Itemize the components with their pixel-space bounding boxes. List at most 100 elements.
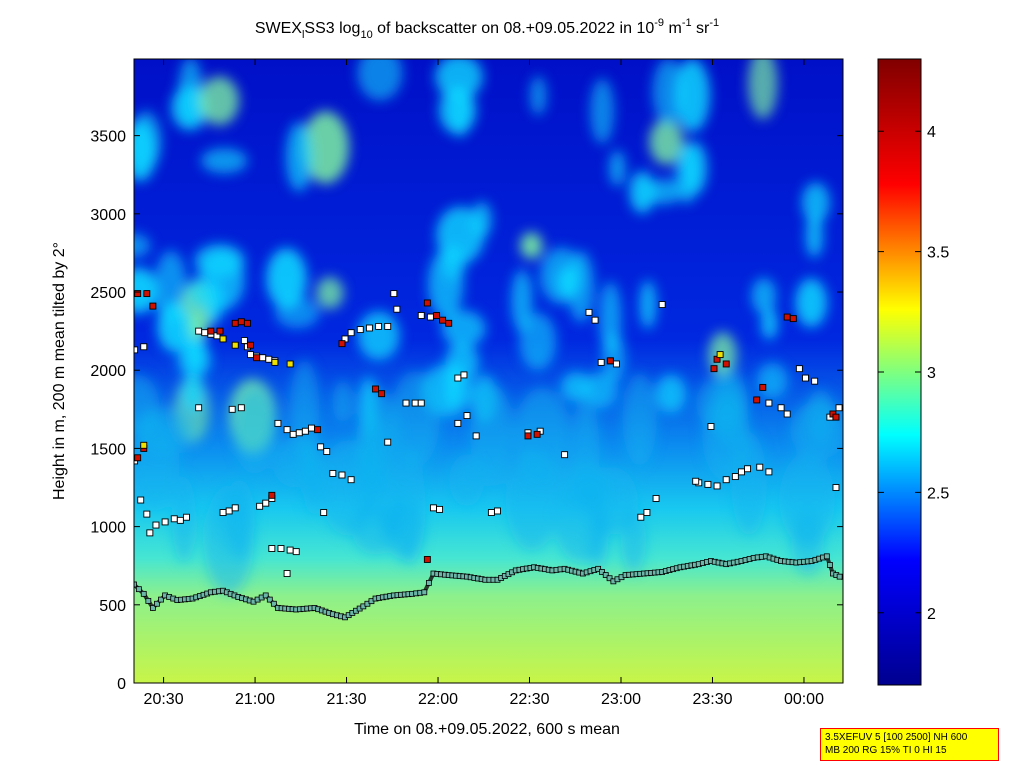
boundary-layer-marker <box>150 605 156 611</box>
boundary-layer-marker <box>158 596 164 603</box>
y-axis-label: Height in m, 200 m mean tilted by 2° <box>51 242 68 500</box>
cloud-return-marker-white <box>494 507 501 515</box>
cloud-return-marker-yellow <box>231 341 239 349</box>
cloud-return-marker-white <box>161 518 169 526</box>
cloud-patch <box>583 372 618 409</box>
y-tick-label: 2000 <box>90 363 126 380</box>
cloud-return-marker-white <box>436 505 444 513</box>
boundary-layer-marker <box>826 562 833 568</box>
cloud-return-marker-white <box>295 429 303 437</box>
cloud-return-marker-red <box>524 432 532 440</box>
cloud-patch <box>655 374 686 413</box>
info-line-2: MB 200 RG 15% TI 0 HI 15 <box>825 745 947 756</box>
cloud-return-marker-white <box>195 327 203 335</box>
boundary-layer-band <box>134 553 843 621</box>
cloud-return-marker-white <box>283 570 291 577</box>
cloud-patch <box>751 277 777 315</box>
cloud-return-marker-white <box>137 496 145 504</box>
cloud-return-marker-red <box>759 383 767 391</box>
aerosol-patch <box>571 398 600 502</box>
cloud-return-marker-red <box>378 390 386 398</box>
cloud-return-marker-white <box>301 427 309 435</box>
cloud-return-marker-white <box>487 509 495 516</box>
boundary-layer-marker <box>266 596 273 603</box>
cloud-return-marker-white <box>225 507 233 515</box>
cloud-return-marker-red <box>149 302 157 310</box>
cloud-return-marker-white <box>393 305 401 313</box>
cloud-return-marker-white <box>176 516 184 524</box>
cloud-return-marker-white <box>356 326 364 334</box>
boundary-layer-marker <box>602 572 609 578</box>
cloud-return-marker-white <box>289 430 297 438</box>
x-tick-label: 23:30 <box>692 691 732 708</box>
cloud-return-marker-white <box>347 329 355 337</box>
colorbar-tick-label: 4 <box>927 124 936 141</box>
cloud-return-marker-white <box>765 399 773 407</box>
cloud-return-marker-white <box>658 301 666 308</box>
x-axis: 20:30 21:00 21:30 22:00 22:30 23:00 23:30 00:00 <box>144 59 824 708</box>
aerosol-patch <box>554 480 611 563</box>
cloud-patch <box>357 311 400 360</box>
cloud-return-marker-white <box>183 513 190 521</box>
cloud-patch <box>747 59 778 120</box>
cloud-return-marker-white <box>320 509 328 516</box>
boundary-layer-marker <box>270 600 277 607</box>
aerosol-patch <box>332 380 354 423</box>
boundary-layer-marker <box>599 569 605 575</box>
cloud-return-marker-white <box>283 426 291 434</box>
chart-title: SWEXlSS3 log10 of backscatter on 08.+09.… <box>255 17 719 41</box>
cloud-return-marker-red <box>423 556 431 563</box>
cloud-return-marker-yellow <box>286 360 294 368</box>
cloud-return-marker-white <box>722 476 730 484</box>
colorbar-ticks: 2 2.5 3 3.5 4 <box>878 124 949 623</box>
cloud-return-marker-yellow <box>716 351 724 359</box>
cloud-patch <box>674 59 711 132</box>
cloud-return-marker-red <box>237 318 245 326</box>
cloud-return-marker-white <box>308 424 315 432</box>
y-tick-label: 500 <box>99 598 126 615</box>
cloud-patch <box>315 277 344 310</box>
x-tick-label: 22:00 <box>418 691 458 708</box>
cloud-patch <box>445 342 479 382</box>
boundary-layer-marker <box>606 575 613 582</box>
cloud-patch <box>561 372 592 402</box>
cloud-return-marker-red <box>753 396 761 404</box>
cloud-return-marker-yellow <box>140 441 148 449</box>
x-axis-label: Time on 08.+09.05.2022, 600 s mean <box>354 721 620 738</box>
cloud-patch <box>200 148 248 174</box>
cloud-return-marker-red <box>231 319 239 327</box>
cloud-return-marker-white <box>417 312 425 319</box>
boundary-layer-marker <box>421 589 428 596</box>
cloud-patch <box>649 118 684 165</box>
cloud-return-marker-white <box>347 476 355 484</box>
cloud-return-marker-white <box>390 290 398 298</box>
cloud-patch <box>761 308 778 340</box>
boundary-layer-marker <box>836 573 843 580</box>
cloud-patch <box>805 214 823 258</box>
y-tick-label: 1500 <box>90 441 126 458</box>
cloud-patch <box>436 206 485 265</box>
cloud-return-marker-red <box>783 313 791 321</box>
cloud-return-marker-white <box>738 468 745 476</box>
aerosol-patch <box>779 452 835 547</box>
cloud-patch <box>529 75 547 116</box>
cloud-patch <box>199 76 240 126</box>
cloud-return-marker-red <box>789 315 797 323</box>
boundary-layer-marker <box>145 597 152 604</box>
cloud-patch <box>178 59 203 126</box>
colorbar: 2 2.5 3 3.5 4 <box>877 58 949 686</box>
cloud-return-marker-white <box>338 471 346 479</box>
cloud-return-marker-white <box>240 337 248 344</box>
cloud-return-marker-white <box>643 509 651 516</box>
cloud-return-marker-white <box>265 355 273 363</box>
cloud-return-marker-red <box>268 491 276 499</box>
colorbar-tick-label: 3.5 <box>927 245 949 262</box>
cloud-patch <box>520 232 543 259</box>
aerosol-patch <box>298 449 322 500</box>
cloud-patch <box>302 111 350 184</box>
cloud-return-marker-white <box>585 308 593 316</box>
aerosol-patch <box>513 387 571 486</box>
y-tick-label: 0 <box>117 676 126 693</box>
cloud-return-marker-red <box>372 385 379 393</box>
cloud-return-marker-white <box>802 374 809 382</box>
